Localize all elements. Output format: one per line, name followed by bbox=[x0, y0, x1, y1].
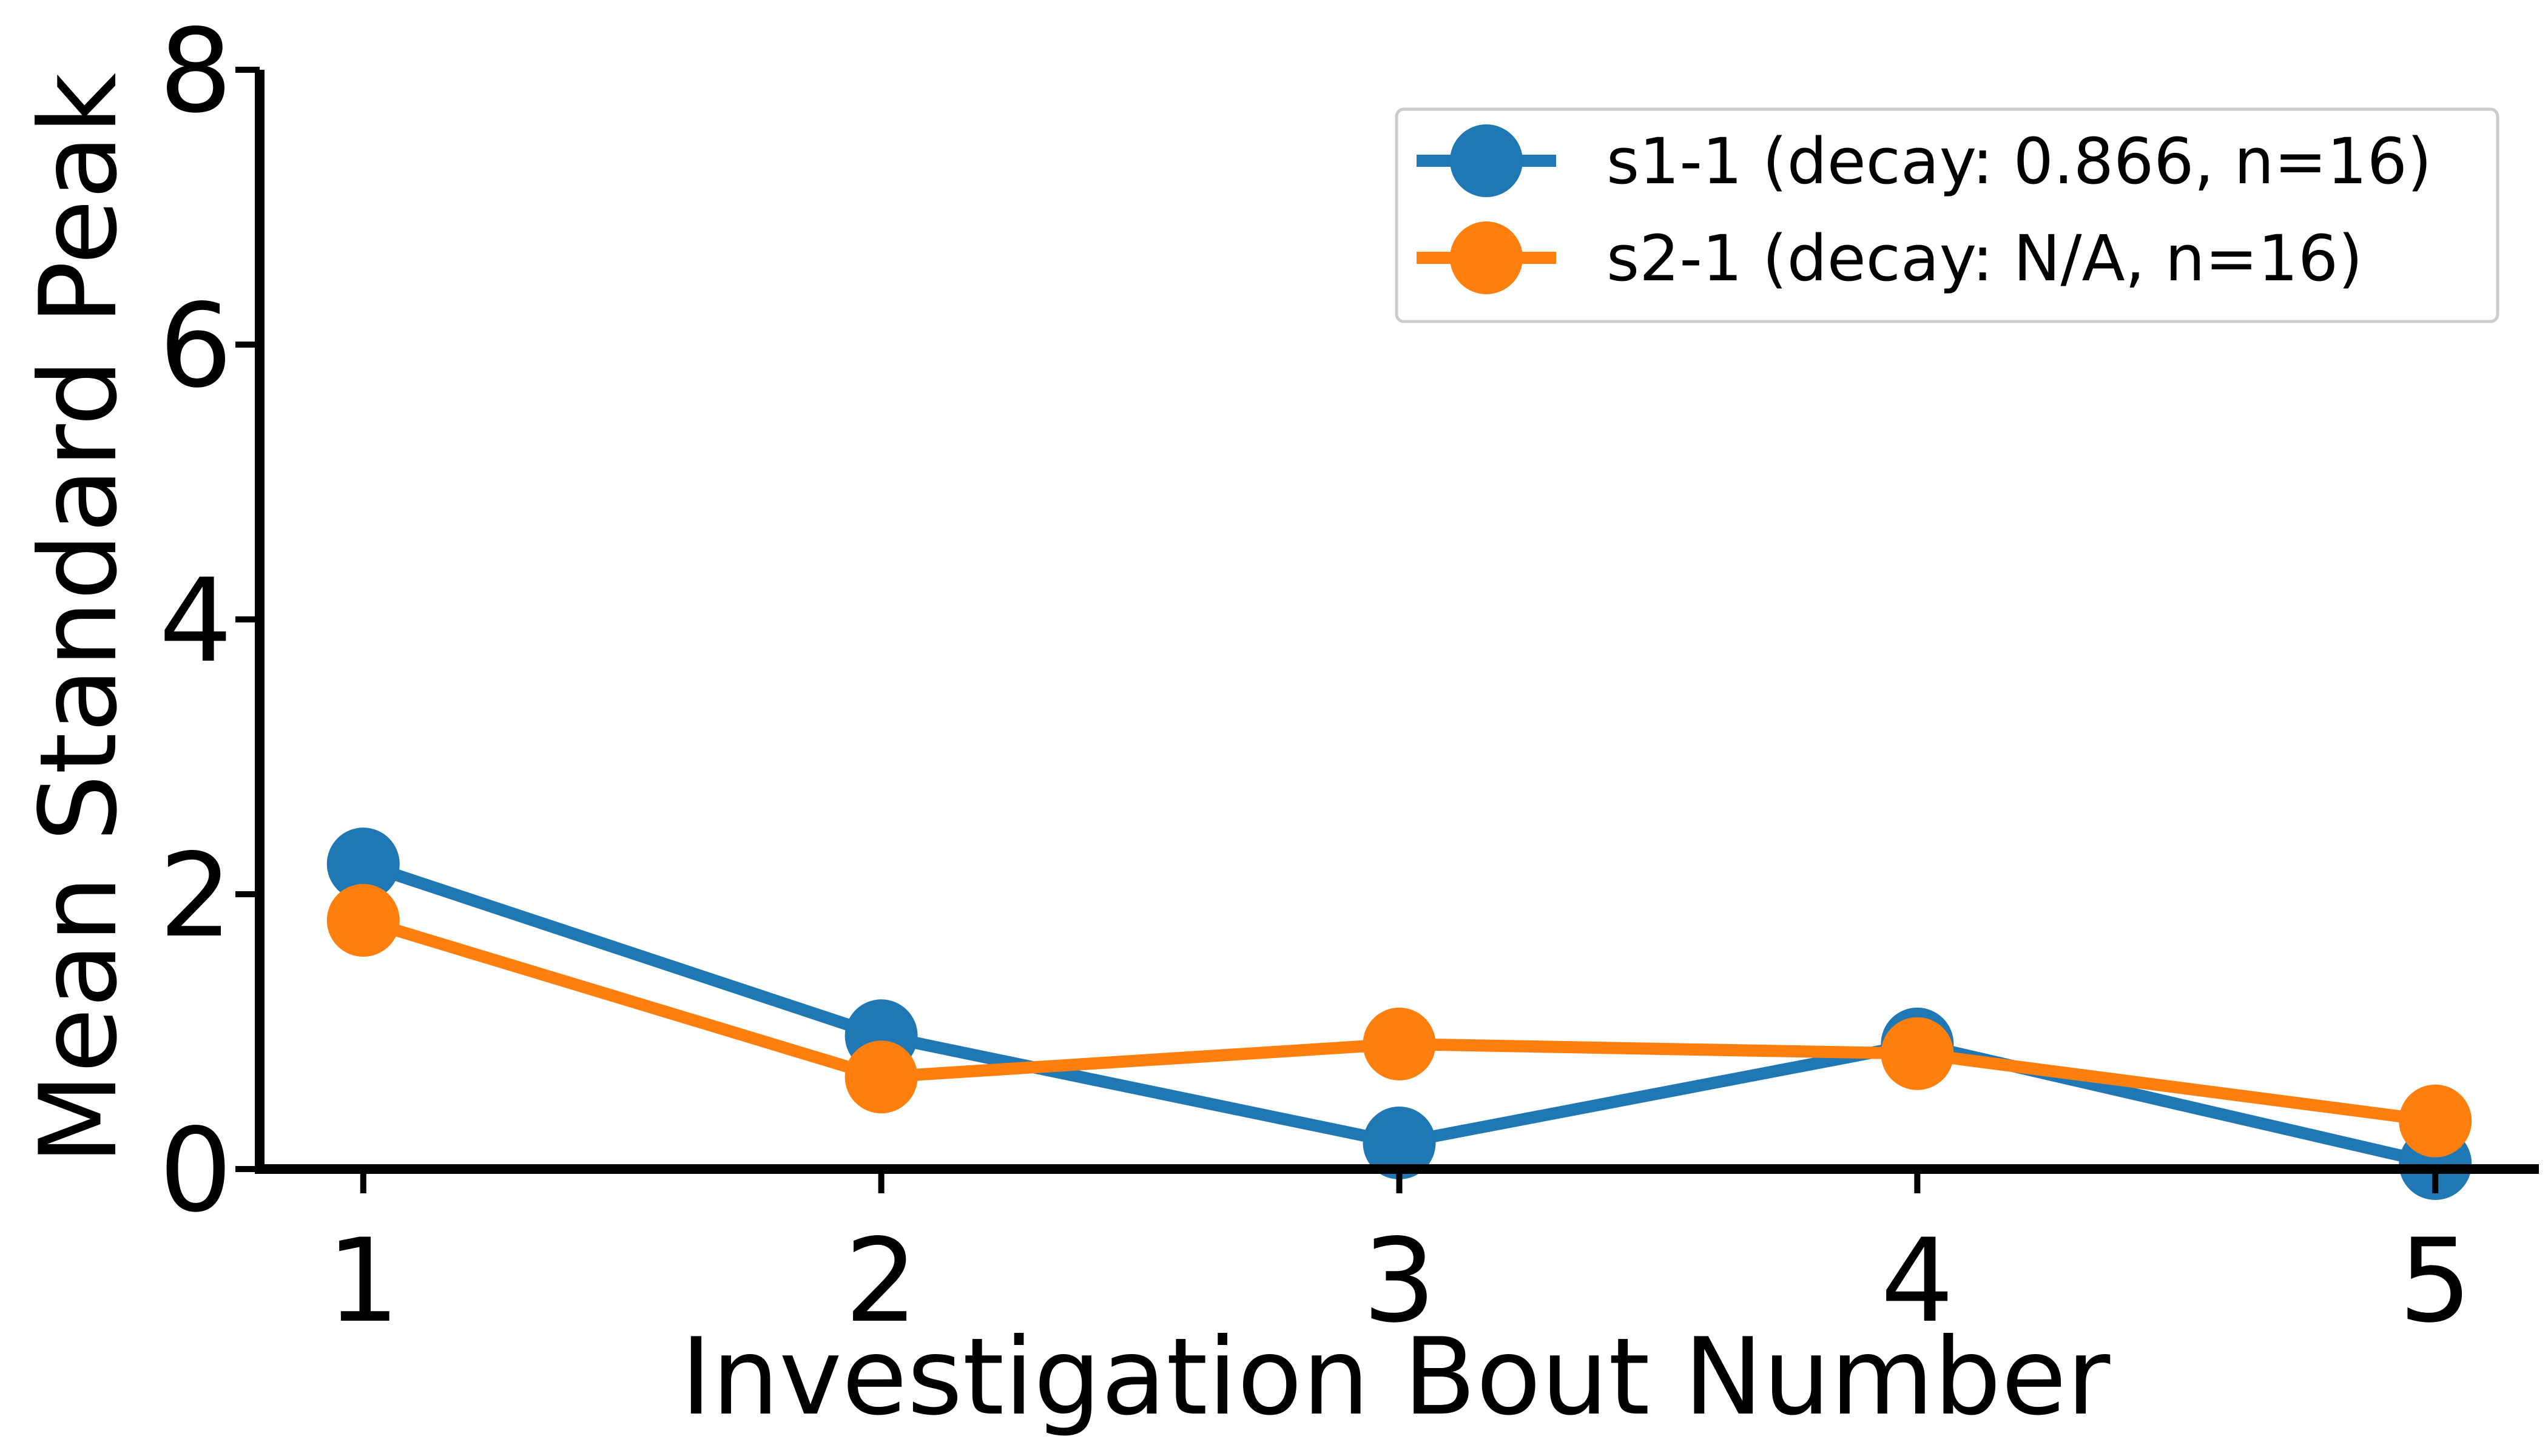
y-tick-label: 4 bbox=[159, 554, 232, 688]
series-2 bbox=[326, 884, 2472, 1158]
data-point bbox=[326, 827, 400, 901]
y-tick-label: 6 bbox=[159, 279, 232, 413]
legend: s1-1 (decay: 0.866, n=16) s2-1 (decay: N/… bbox=[1395, 107, 2499, 323]
x-tick-label: 5 bbox=[2399, 1214, 2472, 1348]
y-tick-label: 2 bbox=[159, 829, 232, 963]
legend-item: s2-1 (decay: N/A, n=16) bbox=[1417, 221, 2363, 295]
legend-item: s1-1 (decay: 0.866, n=16) bbox=[1417, 124, 2432, 198]
legend-marker bbox=[1450, 124, 1523, 197]
legend-items: s1-1 (decay: 0.866, n=16) s2-1 (decay: N/… bbox=[1417, 124, 2432, 295]
legend-marker bbox=[1450, 221, 1523, 294]
x-axis-label: Investigation Bout Number bbox=[681, 1316, 2111, 1439]
legend-label: s2-1 (decay: N/A, n=16) bbox=[1606, 221, 2363, 295]
legend-frame bbox=[1395, 107, 2499, 323]
data-point bbox=[326, 884, 400, 957]
y-tick-label: 8 bbox=[159, 4, 232, 138]
series-layer bbox=[326, 827, 2472, 1200]
legend-label: s1-1 (decay: 0.866, n=16) bbox=[1606, 124, 2432, 198]
data-point bbox=[1363, 1007, 1436, 1080]
data-point bbox=[1363, 1106, 1436, 1179]
y-axis-label: Mean Standard Peak bbox=[18, 73, 141, 1165]
x-tick-label: 4 bbox=[1881, 1214, 1954, 1348]
data-point bbox=[2399, 1084, 2472, 1158]
data-point bbox=[1881, 1017, 1954, 1090]
x-tick-label: 2 bbox=[844, 1214, 918, 1348]
x-ticks: 1 2 3 4 5 bbox=[326, 1169, 2472, 1348]
x-tick-label: 1 bbox=[326, 1214, 400, 1348]
y-ticks: 0 2 4 6 8 bbox=[159, 4, 260, 1238]
data-point bbox=[844, 1040, 918, 1114]
x-tick-label: 3 bbox=[1363, 1214, 1436, 1348]
y-tick-label: 0 bbox=[159, 1104, 232, 1238]
